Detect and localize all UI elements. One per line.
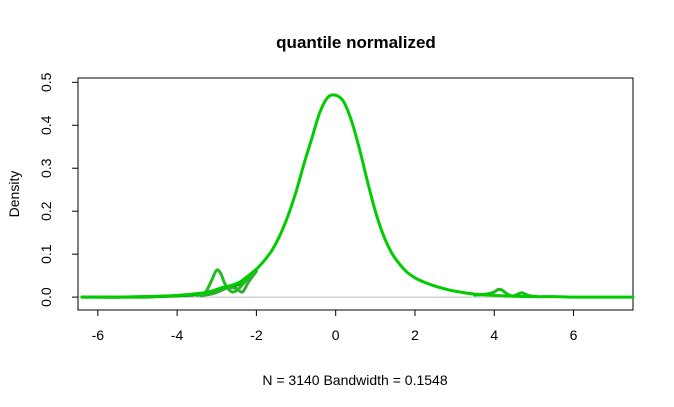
y-tick-label: 0.1 bbox=[38, 244, 54, 264]
plot-frame bbox=[77, 77, 634, 311]
y-tick-label: 0.4 bbox=[38, 115, 54, 135]
x-tick-label: -2 bbox=[250, 327, 263, 343]
y-axis-label: Density bbox=[6, 171, 22, 218]
x-tick-label: -6 bbox=[92, 327, 105, 343]
x-tick-label: 2 bbox=[411, 327, 419, 343]
density-series bbox=[80, 93, 635, 299]
chart-title: quantile normalized bbox=[276, 33, 436, 52]
y-tick-label: 0.5 bbox=[38, 72, 54, 92]
y-tick-label: 0.2 bbox=[38, 201, 54, 221]
density-line-1 bbox=[80, 93, 635, 299]
x-axis-label: N = 3140 Bandwidth = 0.1548 bbox=[262, 372, 447, 388]
y-tick-label: 0.0 bbox=[38, 287, 54, 307]
x-tick-label: 0 bbox=[332, 327, 340, 343]
x-tick-label: -4 bbox=[171, 327, 184, 343]
density-line-2 bbox=[195, 267, 258, 297]
y-axis: 0.0 0.1 0.2 0.3 0.4 0.5 bbox=[38, 72, 79, 307]
x-axis: -6 -4 -2 0 2 4 6 bbox=[92, 309, 578, 343]
y-tick-label: 0.3 bbox=[38, 158, 54, 178]
x-tick-label: 6 bbox=[570, 327, 578, 343]
density-line-3 bbox=[199, 269, 258, 298]
x-tick-label: 4 bbox=[490, 327, 498, 343]
